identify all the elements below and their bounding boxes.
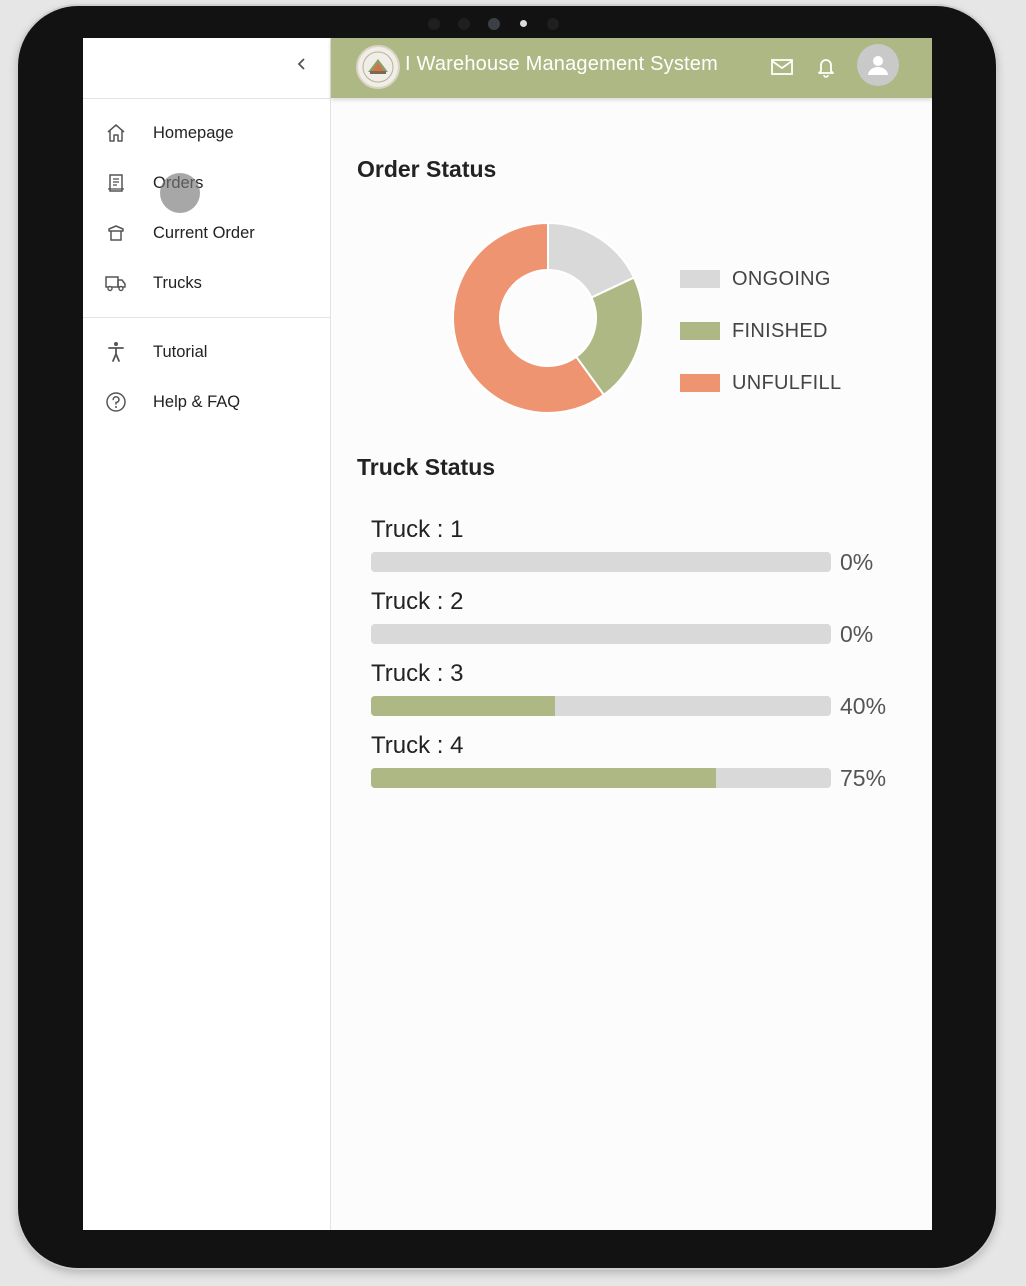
sidebar-nav-secondary: Tutorial Help & FAQ (83, 318, 330, 427)
top-bar: I Warehouse Management System (331, 38, 932, 98)
mail-icon[interactable] (769, 54, 795, 80)
box-icon (105, 222, 127, 244)
legend-item-finished: FINISHED (680, 305, 841, 357)
sensor-dot (428, 18, 440, 30)
legend-label: FINISHED (732, 319, 828, 342)
truck-row: Truck : 4 75% (371, 732, 901, 804)
truck-label: Truck : 1 (371, 516, 464, 543)
truck-progress-percent: 75% (840, 765, 887, 791)
sidebar-item-label: Tutorial (153, 342, 208, 361)
truck-progress-fill (371, 768, 716, 788)
truck-progress-percent: 0% (840, 621, 874, 647)
truck-progress-track (371, 624, 831, 644)
bell-icon[interactable] (813, 54, 839, 80)
camera-lens (488, 18, 500, 30)
truck-row: Truck : 2 0% (371, 588, 901, 660)
sidebar-item-homepage[interactable]: Homepage (83, 108, 330, 158)
truck-label: Truck : 4 (371, 732, 464, 759)
sidebar-item-label: Trucks (153, 273, 202, 292)
order-status-chart (448, 218, 648, 418)
sidebar-item-label: Current Order (153, 223, 255, 242)
truck-progress-fill (371, 696, 555, 716)
truck-list: Truck : 1 0% Truck : 2 0% Truck : 3 40% … (371, 516, 901, 804)
donut-svg (452, 221, 644, 414)
sidebar-header (83, 38, 330, 99)
truck-progress-track (371, 696, 831, 716)
sensor-dot (458, 18, 470, 30)
sidebar-item-label: Homepage (153, 123, 234, 142)
app-logo (356, 45, 400, 89)
truck-row: Truck : 3 40% (371, 660, 901, 732)
sidebar-item-help-faq[interactable]: Help & FAQ (83, 377, 330, 427)
sidebar-item-orders[interactable]: Orders (83, 158, 330, 208)
app-title: I Warehouse Management System (405, 53, 718, 75)
truck-status-title: Truck Status (357, 454, 496, 480)
truck-row: Truck : 1 0% (371, 516, 901, 588)
sidebar-nav-primary: Homepage Orders Current Order Trucks (83, 99, 330, 318)
truck-icon (105, 272, 127, 294)
legend-item-ongoing: ONGOING (680, 253, 841, 305)
truck-label: Truck : 2 (371, 588, 464, 615)
truck-progress-track (371, 552, 831, 572)
sensor-dot (547, 18, 559, 30)
sidebar-item-label: Help & FAQ (153, 392, 241, 411)
truck-progress-percent: 40% (840, 693, 887, 719)
sidebar: Homepage Orders Current Order Trucks (83, 38, 331, 1230)
touch-indicator (160, 173, 200, 213)
app-screen: Homepage Orders Current Order Trucks (83, 38, 932, 1230)
camera-bar (428, 18, 559, 30)
accessibility-icon (105, 341, 127, 363)
order-status-title: Order Status (357, 156, 497, 182)
legend-label: UNFULFILL (732, 371, 842, 394)
home-icon (105, 122, 127, 144)
donut-slice-finished (574, 276, 644, 397)
sidebar-item-current-order[interactable]: Current Order (83, 208, 330, 258)
legend-label: ONGOING (732, 267, 831, 290)
legend-swatch (680, 322, 720, 340)
indicator-led (520, 20, 527, 27)
legend-item-unfulfill: UNFULFILL (680, 357, 841, 409)
donut-slice-unfulfill (452, 221, 606, 414)
truck-progress-track (371, 768, 831, 788)
sidebar-item-tutorial[interactable]: Tutorial (83, 327, 330, 377)
chevron-left-icon[interactable] (291, 53, 313, 75)
receipt-icon (105, 172, 127, 194)
legend-swatch (680, 374, 720, 392)
help-circle-icon (105, 391, 127, 413)
legend-swatch (680, 270, 720, 288)
chart-legend: ONGOING FINISHED UNFULFILL (680, 253, 841, 409)
user-avatar-icon[interactable] (857, 44, 899, 86)
sidebar-item-trucks[interactable]: Trucks (83, 258, 330, 308)
truck-label: Truck : 3 (371, 660, 464, 687)
truck-progress-percent: 0% (840, 549, 874, 575)
